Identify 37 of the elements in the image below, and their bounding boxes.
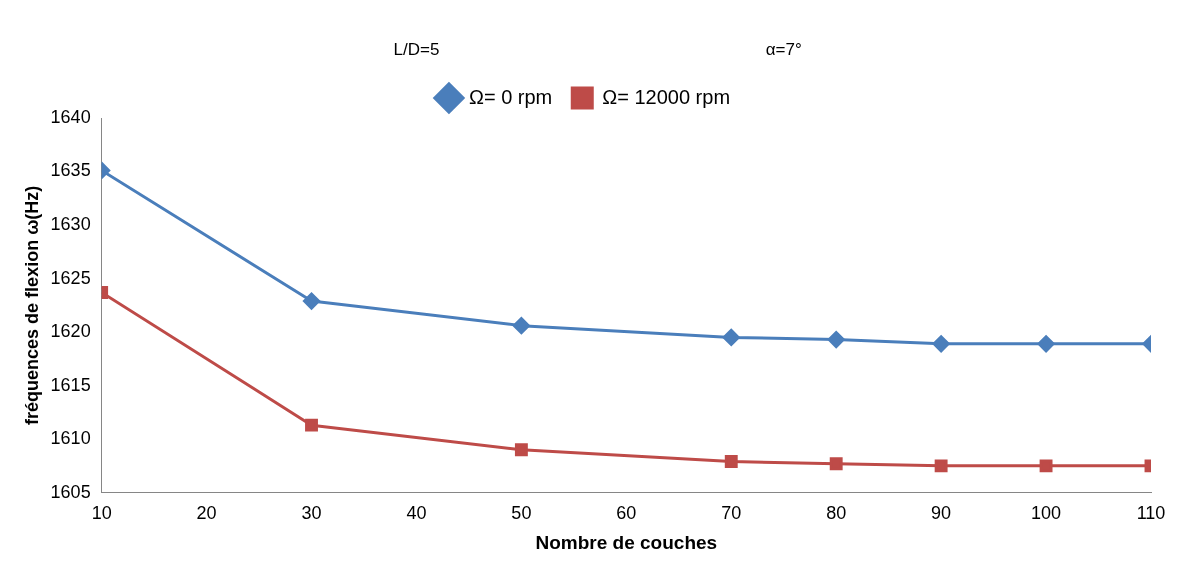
point — [305, 418, 318, 432]
x-tick-label: 30 — [301, 503, 322, 524]
y-tick-label: 1640 — [50, 106, 91, 127]
point — [1037, 335, 1055, 353]
point — [829, 457, 843, 471]
x-tick-label: 50 — [511, 503, 532, 524]
point — [512, 317, 530, 335]
x-axis-title: Nombre de couches — [535, 531, 718, 553]
y-tick-label: 1630 — [50, 214, 91, 234]
x-tick-label: 90 — [931, 503, 952, 524]
point — [1039, 459, 1053, 473]
legend-label: Ω= 0 rpm — [468, 85, 553, 108]
x-tick-label: 20 — [196, 503, 217, 524]
x-tick-label: 60 — [616, 503, 637, 524]
x-tick-label: 100 — [1031, 503, 1062, 524]
y-tick-label: 1625 — [50, 267, 91, 288]
point — [722, 328, 740, 346]
point — [514, 443, 528, 457]
x-tick-label: 10 — [91, 503, 112, 524]
y-tick-label: 1615 — [50, 374, 91, 395]
point — [303, 292, 321, 310]
point — [932, 335, 950, 353]
x-tick-label: 70 — [721, 503, 742, 524]
point — [934, 459, 948, 473]
y-tick-label: 1635 — [50, 160, 91, 181]
text: L/D=5 — [393, 39, 440, 59]
y-tick-label: 1605 — [50, 481, 91, 502]
point — [827, 331, 845, 349]
x-tick-label: 40 — [406, 503, 427, 524]
text: α=7° — [765, 39, 802, 59]
y-tick-label: 1610 — [50, 428, 91, 449]
point — [724, 455, 738, 469]
x-tick-label: 80 — [826, 503, 847, 524]
x-tick-label: 110 — [1136, 503, 1166, 524]
y-axis-title: fréquences de flexion ω(Hz) — [21, 185, 42, 425]
legend-label: Ω= 12000 rpm — [602, 85, 731, 108]
y-tick-label: 1620 — [50, 321, 91, 342]
